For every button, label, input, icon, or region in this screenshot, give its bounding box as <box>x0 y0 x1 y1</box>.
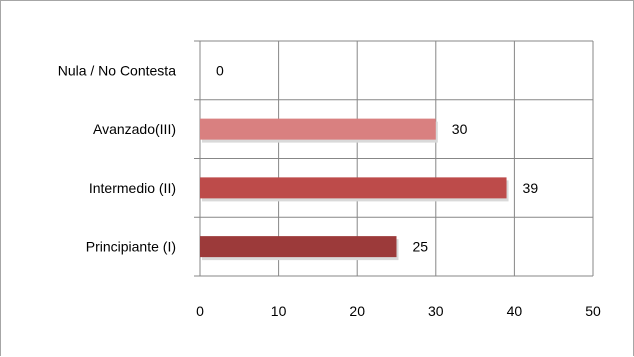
bars <box>200 118 509 261</box>
x-tick-label: 10 <box>271 303 287 319</box>
bar <box>200 118 436 140</box>
x-tick-label: 40 <box>507 303 523 319</box>
bar <box>200 177 507 199</box>
grid-lines <box>194 40 594 277</box>
category-labels: Nula / No Contesta Avanzado(III) Intermedi… <box>58 62 176 254</box>
data-label: 25 <box>413 239 429 255</box>
x-tick-labels: 0 10 20 30 40 50 <box>196 303 601 319</box>
category-label: Principiante (I) <box>86 239 176 255</box>
x-tick-label: 0 <box>196 303 204 319</box>
bar <box>200 236 397 258</box>
x-tick-label: 20 <box>349 303 365 319</box>
category-label: Intermedio (II) <box>89 180 176 196</box>
category-label: Nula / No Contesta <box>58 62 176 78</box>
category-label: Avanzado(III) <box>93 121 176 137</box>
data-label: 30 <box>452 121 468 137</box>
x-tick-label: 30 <box>428 303 444 319</box>
data-label: 39 <box>523 180 539 196</box>
data-label: 0 <box>216 62 224 78</box>
x-tick-label: 50 <box>585 303 601 319</box>
value-labels: 0 30 39 25 <box>216 62 538 254</box>
